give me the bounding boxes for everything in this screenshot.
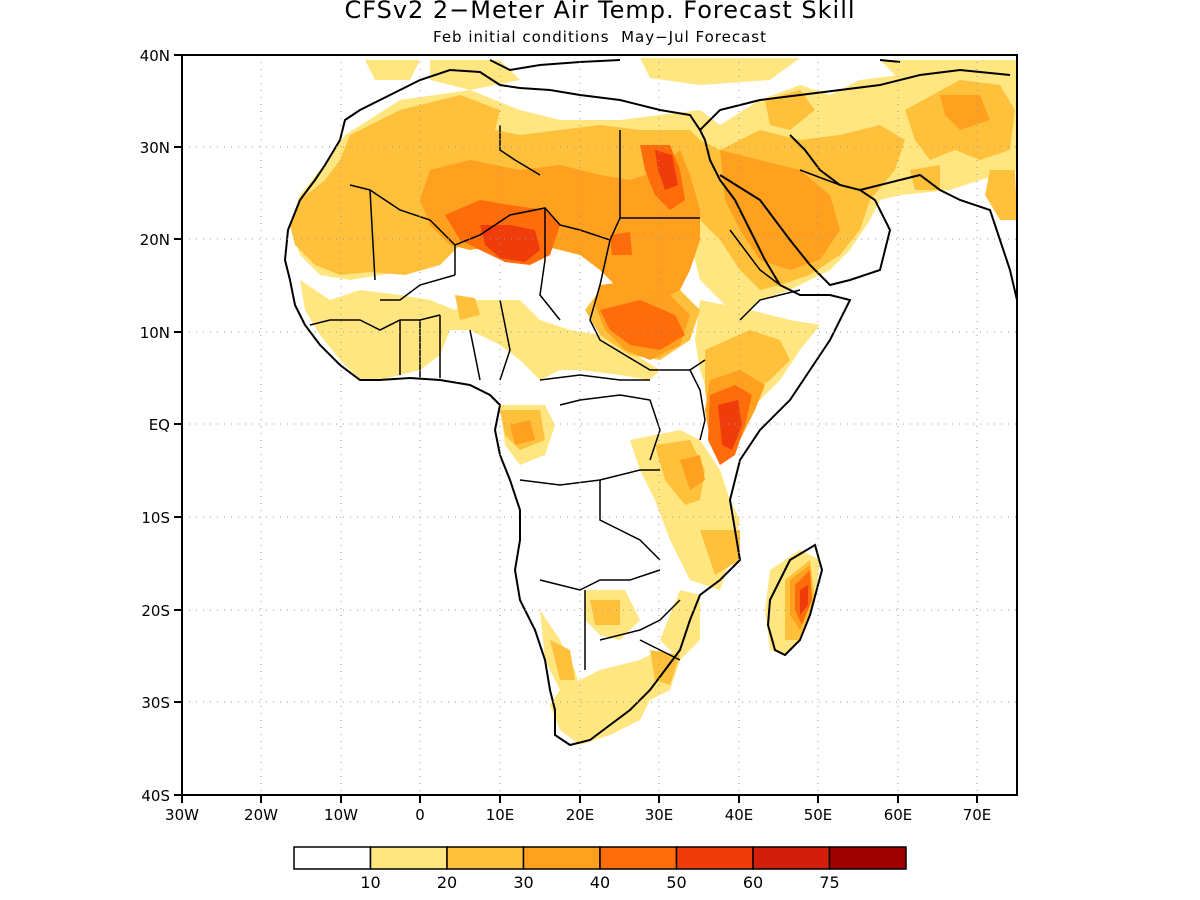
coastlines xyxy=(283,59,1017,747)
lon-label: 10E xyxy=(486,806,515,824)
skill-level-50-60 xyxy=(480,150,808,615)
lon-label: 40E xyxy=(725,806,754,824)
lon-label: 50E xyxy=(804,806,833,824)
colorbar-label: 10 xyxy=(360,873,380,892)
lon-label: 30E xyxy=(645,806,674,824)
colorbar-label: 60 xyxy=(743,873,763,892)
colorbar-label: 50 xyxy=(666,873,686,892)
colorbar-swatch xyxy=(293,846,372,870)
lon-label: 0 xyxy=(415,806,425,824)
lon-label: 70E xyxy=(963,806,992,824)
lat-label: EQ xyxy=(149,416,170,434)
lon-label: 30W xyxy=(165,806,199,824)
lat-label: 10N xyxy=(140,324,170,342)
colorbar-swatch xyxy=(828,846,907,870)
lat-label: 40S xyxy=(141,787,170,805)
colorbar-label: 75 xyxy=(819,873,839,892)
skill-shading xyxy=(290,58,1017,745)
colorbar-swatch xyxy=(599,846,678,870)
lat-label: 10S xyxy=(141,509,170,527)
lat-label: 20S xyxy=(141,602,170,620)
lat-label: 20N xyxy=(140,231,170,249)
lon-label: 20E xyxy=(566,806,595,824)
lon-labels: 30W 20W 10W 0 10E 20E 30E 40E 50E 60E 70… xyxy=(165,806,991,824)
axis-ticks xyxy=(174,54,978,803)
lat-label: 30N xyxy=(140,139,170,157)
map-subtitle: Feb initial conditions May−Jul Forecast xyxy=(433,28,767,46)
lat-labels: 40N 30N 20N 10N EQ 10S 20S 30S 40S xyxy=(140,47,170,805)
lon-label: 10W xyxy=(324,806,358,824)
map-title: CFSv2 2−Meter Air Temp. Forecast Skill xyxy=(344,0,856,24)
graticule xyxy=(182,55,1017,795)
colorbar-label: 40 xyxy=(590,873,610,892)
lat-label: 30S xyxy=(141,694,170,712)
lon-label: 60E xyxy=(884,806,913,824)
lon-label: 20W xyxy=(244,806,278,824)
colorbar-swatch xyxy=(522,846,601,870)
colorbar-swatch xyxy=(369,846,448,870)
lat-label: 40N xyxy=(140,47,170,65)
colorbar: 10 20 30 40 50 60 75 xyxy=(293,846,907,892)
colorbar-swatch xyxy=(446,846,525,870)
colorbar-label: 30 xyxy=(513,873,533,892)
colorbar-swatch xyxy=(752,846,831,870)
colorbar-swatch xyxy=(675,846,754,870)
country-borders xyxy=(309,125,841,670)
colorbar-label: 20 xyxy=(437,873,457,892)
